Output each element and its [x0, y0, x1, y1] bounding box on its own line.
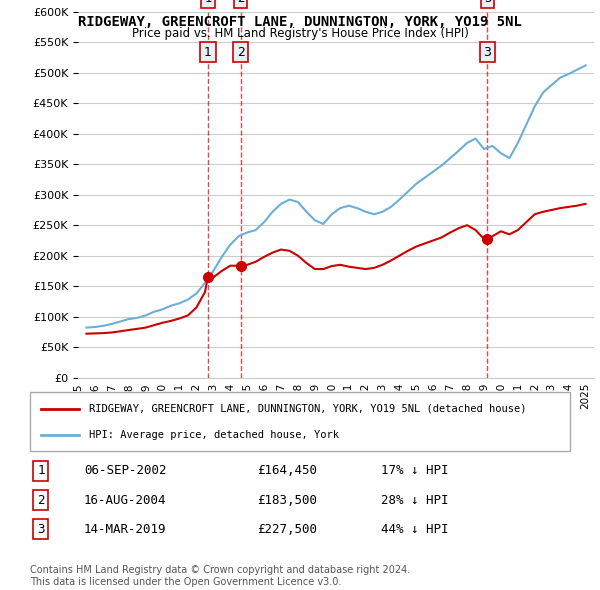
- Text: £183,500: £183,500: [257, 493, 317, 507]
- Text: 3: 3: [484, 45, 491, 58]
- Text: 17% ↓ HPI: 17% ↓ HPI: [381, 464, 449, 477]
- Text: Price paid vs. HM Land Registry's House Price Index (HPI): Price paid vs. HM Land Registry's House …: [131, 27, 469, 40]
- Text: 3: 3: [484, 0, 491, 5]
- Text: 44% ↓ HPI: 44% ↓ HPI: [381, 523, 449, 536]
- Text: 3: 3: [37, 523, 44, 536]
- Text: 16-AUG-2004: 16-AUG-2004: [84, 493, 167, 507]
- Text: 14-MAR-2019: 14-MAR-2019: [84, 523, 167, 536]
- Text: 28% ↓ HPI: 28% ↓ HPI: [381, 493, 449, 507]
- Text: 2: 2: [237, 0, 245, 5]
- Text: RIDGEWAY, GREENCROFT LANE, DUNNINGTON, YORK, YO19 5NL (detached house): RIDGEWAY, GREENCROFT LANE, DUNNINGTON, Y…: [89, 404, 527, 414]
- Text: 06-SEP-2002: 06-SEP-2002: [84, 464, 167, 477]
- FancyBboxPatch shape: [30, 392, 570, 451]
- Text: Contains HM Land Registry data © Crown copyright and database right 2024.
This d: Contains HM Land Registry data © Crown c…: [30, 565, 410, 587]
- Text: 2: 2: [37, 493, 44, 507]
- Text: 2: 2: [237, 45, 245, 58]
- Text: RIDGEWAY, GREENCROFT LANE, DUNNINGTON, YORK, YO19 5NL: RIDGEWAY, GREENCROFT LANE, DUNNINGTON, Y…: [78, 15, 522, 29]
- Text: £164,450: £164,450: [257, 464, 317, 477]
- Text: 1: 1: [204, 45, 212, 58]
- Text: 1: 1: [37, 464, 44, 477]
- Text: 1: 1: [204, 0, 212, 5]
- Text: £227,500: £227,500: [257, 523, 317, 536]
- Text: HPI: Average price, detached house, York: HPI: Average price, detached house, York: [89, 430, 340, 440]
